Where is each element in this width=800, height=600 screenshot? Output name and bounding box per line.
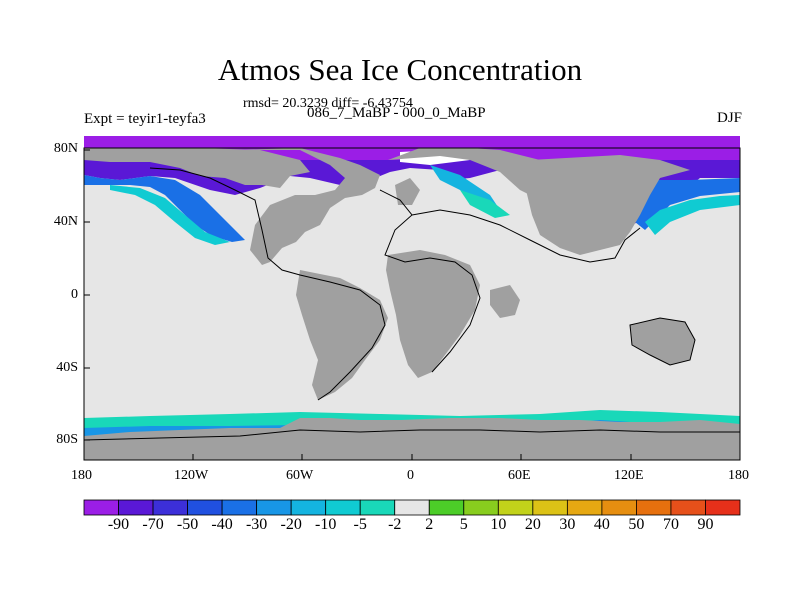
colorbar-label: -10	[315, 516, 337, 533]
colorbar-swatch	[256, 499, 292, 516]
y-tick-label: 80N	[53, 141, 78, 156]
x-tick-label: 0	[407, 468, 414, 483]
x-tick-label: 60W	[286, 468, 314, 483]
colorbar-label: -2	[388, 516, 402, 533]
colorbar-label: 40	[593, 516, 610, 533]
colorbar-swatch	[636, 499, 672, 516]
colorbar-swatch	[83, 499, 119, 516]
y-tick-label: 40S	[56, 360, 78, 375]
colorbar-label: -30	[245, 516, 268, 533]
colorbar-label: 70	[662, 516, 679, 533]
y-tick-label: 40N	[53, 214, 78, 229]
stats-line: rmsd= 20.3239 diff= -6.43754	[243, 96, 413, 111]
colorbar-swatch	[394, 499, 430, 516]
y-tick-label: 0	[71, 287, 78, 302]
colorbar-swatch	[187, 499, 223, 516]
colorbar-label: -50	[176, 516, 199, 533]
land-masses	[84, 148, 740, 460]
colorbar-label: 50	[628, 516, 645, 533]
colorbar-swatch	[532, 499, 568, 516]
x-tick-label: 180	[71, 468, 92, 483]
colorbar-swatch	[463, 499, 499, 516]
colorbar-label: -20	[280, 516, 302, 533]
colorbar-swatch	[705, 499, 741, 516]
colorbar-label: 10	[490, 516, 507, 533]
colorbar-swatch	[670, 499, 706, 516]
plot-title: Atmos Sea Ice Concentration	[217, 52, 583, 87]
x-tick-label: 180	[728, 468, 749, 483]
colorbar-label: -90	[107, 516, 130, 533]
difference-label: 086_7_MaBP - 000_0_MaBP	[307, 105, 486, 121]
colorbar-label: -40	[211, 516, 233, 533]
colorbar-swatch	[325, 499, 361, 516]
colorbar-swatch	[290, 499, 327, 516]
colorbar-label: 5	[459, 516, 468, 533]
colorbar-label: 20	[524, 516, 541, 533]
coastlines	[83, 167, 740, 441]
colorbar-swatch	[428, 499, 465, 516]
colorbar-label: -70	[142, 516, 164, 533]
colorbar-swatch	[566, 499, 603, 516]
y-tick-label: 80S	[56, 432, 78, 447]
colorbar-label: 30	[559, 516, 576, 533]
colorbar-swatch	[601, 499, 637, 516]
x-tick-label: 120W	[174, 468, 209, 483]
axis-ticks	[83, 149, 741, 460]
colorbar-swatch	[118, 499, 154, 516]
colorbar-swatch	[221, 499, 258, 516]
x-tick-label: 120E	[614, 468, 644, 483]
colorbar-label: 2	[425, 516, 434, 533]
colorbar-swatch	[497, 499, 534, 516]
experiment-label: Expt = teyir1-teyfa3	[84, 111, 206, 127]
colorbar-label: 90	[697, 516, 714, 533]
colorbar-label: -5	[353, 516, 367, 533]
colorbar-swatch	[359, 499, 396, 516]
x-tick-label: 60E	[508, 468, 531, 483]
season-label: DJF	[716, 110, 742, 126]
colorbar-swatch	[152, 499, 188, 516]
